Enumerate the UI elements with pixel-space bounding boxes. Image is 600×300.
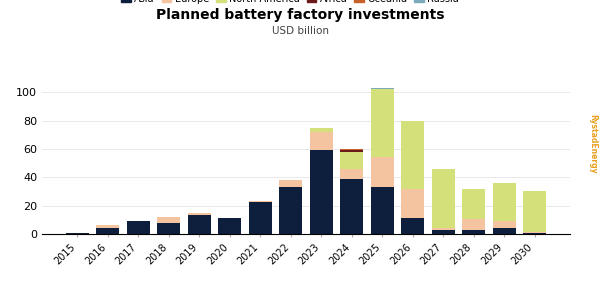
Bar (432, 230, 455, 234)
Bar (340, 149, 363, 150)
Bar (371, 187, 394, 234)
Bar (157, 217, 180, 224)
Bar (401, 189, 424, 218)
Bar (280, 187, 302, 234)
Bar (127, 221, 150, 234)
Bar (310, 128, 332, 132)
Text: USD billion: USD billion (271, 26, 329, 35)
Bar (249, 202, 272, 234)
Bar (188, 215, 211, 234)
Bar (97, 225, 119, 228)
Bar (310, 150, 332, 234)
Bar (340, 179, 363, 234)
Bar (66, 232, 89, 234)
Bar (401, 121, 424, 189)
Bar (462, 230, 485, 234)
Bar (523, 232, 546, 234)
Bar (371, 158, 394, 187)
Bar (371, 88, 394, 89)
Bar (280, 180, 302, 187)
Bar (157, 224, 180, 234)
Bar (493, 228, 515, 234)
Bar (97, 228, 119, 234)
Text: Planned battery factory investments: Planned battery factory investments (156, 8, 444, 22)
Bar (249, 201, 272, 202)
Bar (462, 189, 485, 219)
Bar (493, 183, 515, 220)
Legend: Asia, Europe, North America, Africa, Oceania, Russia: Asia, Europe, North America, Africa, Oce… (118, 0, 463, 8)
Bar (523, 191, 546, 232)
Bar (432, 169, 455, 228)
Bar (340, 169, 363, 179)
Text: RystadEnergy: RystadEnergy (588, 114, 597, 174)
Bar (340, 150, 363, 152)
Bar (493, 220, 515, 228)
Bar (401, 218, 424, 234)
Bar (340, 152, 363, 170)
Bar (218, 218, 241, 234)
Bar (462, 219, 485, 230)
Bar (310, 132, 332, 150)
Bar (188, 213, 211, 215)
Bar (432, 228, 455, 230)
Bar (371, 89, 394, 158)
